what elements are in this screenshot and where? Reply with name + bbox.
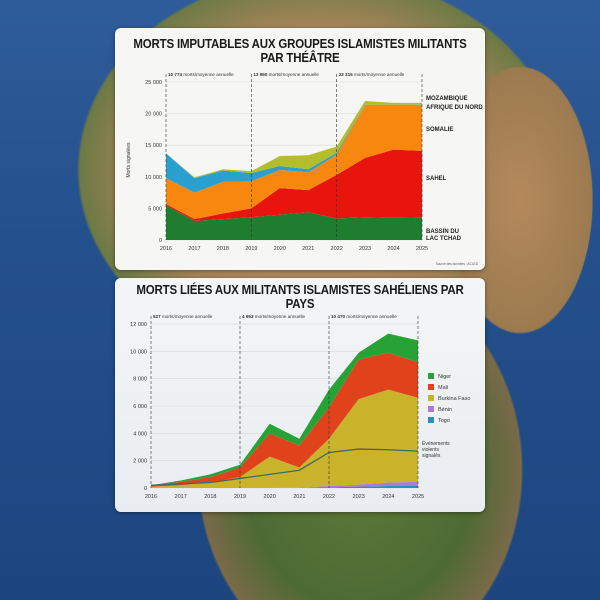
- x-tick-label: 2016: [160, 246, 172, 252]
- x-tick-label: 2018: [217, 246, 229, 252]
- x-tick-label: 2020: [264, 494, 276, 500]
- x-tick-label: 2022: [323, 494, 335, 500]
- y-tick-label: 4 000: [133, 431, 147, 437]
- area-niger: [151, 333, 418, 486]
- y-tick-label: 15 000: [145, 143, 162, 149]
- period-annotation: 22 315 morts/moyenne annuelle: [339, 72, 405, 77]
- y-tick-label: 25 000: [145, 80, 162, 86]
- line-series-label: violents: [422, 447, 439, 453]
- legend-label: LAC TCHAD: [426, 236, 462, 242]
- area-sahel: [166, 149, 422, 222]
- area-mozambique: [166, 100, 422, 179]
- line-series-label: Événements: [422, 440, 450, 447]
- x-tick-label: 2025: [416, 246, 428, 252]
- x-tick-label: 2025: [412, 494, 424, 500]
- area-togo: [151, 485, 418, 488]
- x-tick-label: 2023: [353, 494, 365, 500]
- period-annotation: 13 950 morts/moyenne annuelle: [253, 72, 319, 77]
- legend-swatch: [428, 406, 434, 412]
- legend-swatch: [428, 373, 434, 379]
- legend-label: MOZAMBIQUE: [426, 96, 468, 102]
- legend-label: SAHEL: [426, 176, 447, 182]
- period-annotation: 527 morts/moyenne annuelle: [153, 314, 213, 319]
- area-mali: [151, 352, 418, 487]
- legend-swatch: [428, 395, 434, 401]
- area-afrique-du-nord: [166, 104, 422, 193]
- y-tick-label: 5 000: [148, 206, 162, 212]
- y-tick-label: 12 000: [130, 322, 147, 328]
- legend-label: Niger: [438, 374, 451, 380]
- x-tick-label: 2017: [188, 246, 200, 252]
- x-tick-label: 2023: [359, 246, 371, 252]
- x-tick-label: 2016: [145, 494, 157, 500]
- x-tick-label: 2024: [382, 494, 394, 500]
- y-tick-label: 10 000: [145, 175, 162, 181]
- chart-card-sahel: MORTS LIÉES AUX MILITANTS ISLAMISTES SAH…: [115, 278, 485, 512]
- x-tick-label: 2021: [302, 246, 314, 252]
- y-axis-label: Morts signalées: [126, 142, 132, 178]
- legend-label: AFRIQUE DU NORD: [426, 105, 483, 111]
- area-burkina-faso: [151, 389, 418, 488]
- period-annotation: 4 953 morts/moyenne annuelle: [242, 314, 306, 319]
- legend-label: Bénin: [438, 407, 452, 413]
- legend-label: BASSIN DU: [426, 229, 459, 235]
- y-tick-label: 2 000: [133, 459, 147, 465]
- legend-label: Burkina Faso: [438, 396, 470, 402]
- line-violent-events: [150, 448, 419, 486]
- x-tick-label: 2018: [204, 494, 216, 500]
- y-tick-label: 0: [144, 486, 147, 492]
- x-tick-label: 2022: [331, 246, 343, 252]
- y-tick-label: 20 000: [145, 112, 162, 118]
- line-series-label: signalés: [422, 453, 441, 459]
- period-annotation: 10 774 morts/moyenne annuelle: [168, 72, 234, 77]
- x-tick-label: 2017: [175, 494, 187, 500]
- y-tick-label: 10 000: [130, 349, 147, 355]
- legend-label: Mali: [438, 385, 448, 391]
- legend-label: SOMALIE: [426, 127, 453, 133]
- y-tick-label: 6 000: [133, 404, 147, 410]
- x-tick-label: 2019: [245, 246, 257, 252]
- x-tick-label: 2019: [234, 494, 246, 500]
- legend-swatch: [428, 417, 434, 423]
- chart-title: MORTS LIÉES AUX MILITANTS ISLAMISTES SAH…: [136, 283, 464, 311]
- period-annotation: 10 470 morts/moyenne annuelle: [331, 314, 397, 319]
- area-somalie: [166, 105, 422, 220]
- x-tick-label: 2024: [387, 246, 399, 252]
- y-tick-label: 0: [159, 238, 162, 244]
- x-tick-label: 2021: [293, 494, 305, 500]
- y-tick-label: 8 000: [133, 377, 147, 383]
- area-bénin: [151, 481, 418, 488]
- legend-label: Togo: [438, 418, 450, 424]
- legend-swatch: [428, 384, 434, 390]
- area-bassin-du-lac-tchad: [166, 205, 422, 240]
- x-tick-label: 2020: [274, 246, 286, 252]
- chart-title: MORTS IMPUTABLES AUX GROUPES ISLAMISTES …: [133, 37, 467, 65]
- source-note: Source des données : ACLED: [436, 262, 479, 266]
